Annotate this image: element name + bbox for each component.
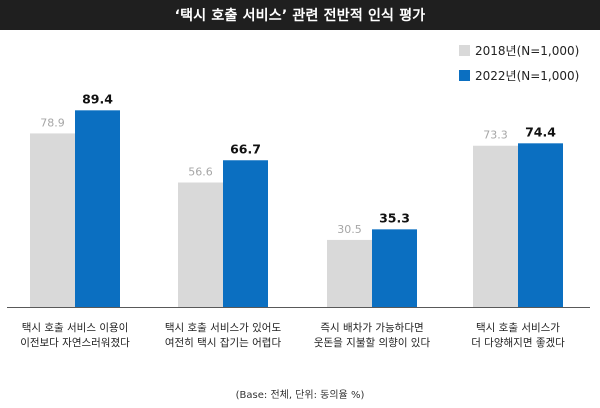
category-label-line: 택시 호출 서비스 이용이	[22, 322, 129, 334]
bar-2018-4	[473, 145, 518, 307]
data-label-2018-2: 56.6	[188, 165, 213, 178]
data-label-2022-3: 35.3	[379, 210, 410, 225]
data-label-2022-2: 66.7	[230, 141, 261, 156]
category-label-line: 즉시 배차가 가능하다면	[320, 321, 423, 334]
legend-label-2018: 2018년(N=1,000)	[475, 44, 579, 58]
legend-swatch-2022	[459, 70, 470, 81]
data-label-2022-4: 74.4	[525, 124, 556, 139]
bar-chart: 78.9 56.6 30.5 73.3 89.4 66.7 35.3 74.4 택시 호출 서비…	[7, 44, 590, 349]
bar-2022-2	[223, 160, 268, 307]
category-label-line: 택시 호출 서비스가	[476, 322, 560, 334]
category-label-line: 더 다양해지면 좋겠다	[471, 336, 565, 349]
bar-2018-1	[30, 133, 75, 307]
category-label-line: 이전보다 자연스러워졌다	[20, 336, 130, 349]
category-label-line: 웃돈을 지불할 의향이 있다	[314, 337, 431, 349]
category-label-line: 여전히 택시 잡기는 어렵다	[165, 336, 282, 349]
legend-swatch-2018	[459, 45, 470, 56]
data-label-2018-1: 78.9	[40, 116, 65, 129]
chart-title: ‘택시 호출 서비스’ 관련 전반적 인식 평가	[0, 0, 600, 30]
data-label-2018-3: 30.5	[337, 223, 362, 236]
data-label-2022-1: 89.4	[82, 91, 113, 106]
bar-2022-4	[518, 143, 563, 307]
bar-2018-3	[327, 239, 372, 307]
data-label-2018-4: 73.3	[483, 129, 508, 142]
chart-footnote: (Base: 전체, 단위: 동의율 %)	[235, 390, 365, 401]
category-label-line: 택시 호출 서비스가 있어도	[165, 322, 282, 334]
legend-label-2022: 2022년(N=1,000)	[475, 69, 579, 83]
bar-2018-2	[178, 182, 223, 307]
bar-2022-1	[75, 110, 120, 307]
bar-2022-3	[372, 229, 417, 307]
